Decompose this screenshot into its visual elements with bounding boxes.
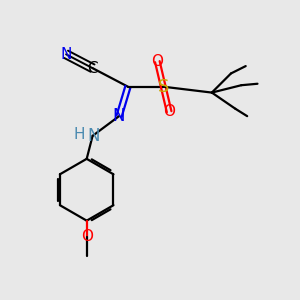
Text: O: O (152, 54, 164, 69)
Text: O: O (81, 230, 93, 244)
Text: C: C (87, 61, 98, 76)
Text: N: N (113, 107, 125, 125)
Text: H: H (74, 127, 85, 142)
Text: S: S (158, 78, 169, 96)
Text: N: N (60, 47, 72, 62)
Text: N: N (88, 127, 100, 145)
Text: O: O (163, 104, 175, 119)
